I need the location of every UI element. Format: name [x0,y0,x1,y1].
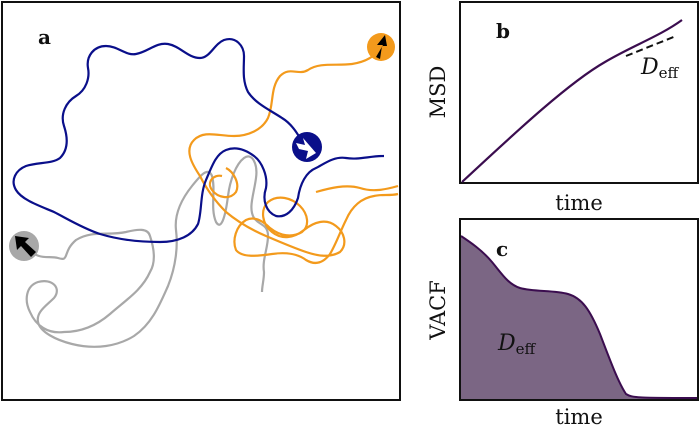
panel-b-xlabel: time [555,191,603,215]
panel-c: VACF c Deff time [426,218,699,429]
gray-particle-icon [9,231,39,261]
panel-b-deff-main: D [640,55,659,80]
panel-a-frame [1,1,401,401]
panel-c-deff-label: Deff [497,331,537,358]
panel-c-ylabel: VACF [426,280,450,341]
panel-a-letter: a [38,25,51,49]
msd-curve [461,19,683,183]
vacf-curve [460,235,699,399]
panel-b: MSD b Deff time [426,1,699,215]
panel-b-frame [459,1,699,184]
panel-b-deff-sub: eff [659,64,680,82]
panel-c-frame [459,218,699,401]
panel-b-letter: b [496,19,510,43]
panel-c-xlabel: time [555,405,603,429]
deff-slope-dashed-line [625,35,677,57]
navy-trajectory [12,38,385,244]
gray-trajectory [23,155,270,348]
orange-trajectory [188,45,399,264]
panel-b-ylabel: MSD [426,66,450,119]
navy-particle-icon [292,132,322,162]
panel-c-deff-sub: eff [516,340,537,358]
panel-a: a [1,1,401,401]
panel-b-deff-label: Deff [640,55,680,82]
orange-particle-icon [367,33,395,61]
panel-c-deff-main: D [497,331,516,356]
vacf-area [461,236,698,399]
orange-particle-disc [367,33,395,61]
panel-c-letter: c [496,237,508,261]
